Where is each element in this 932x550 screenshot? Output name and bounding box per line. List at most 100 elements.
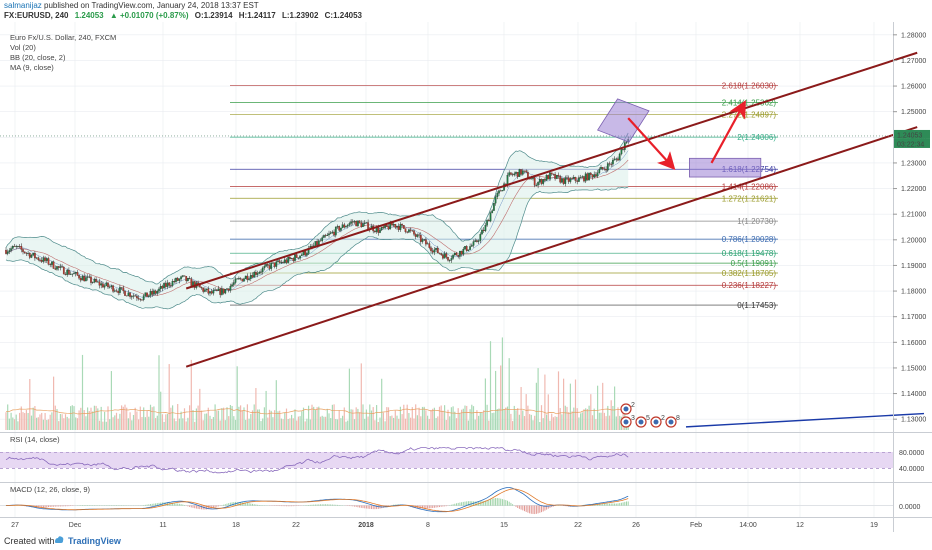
trend-line-blue[interactable] <box>685 412 925 428</box>
candle-body <box>552 173 555 175</box>
economic-event-marker[interactable]: 2 <box>650 415 665 428</box>
macd-hist-bar <box>88 505 90 506</box>
macd-hist-bar <box>391 505 393 506</box>
drawings[interactable] <box>0 51 925 428</box>
legend-bb[interactable]: BB (20, close, 2) <box>10 53 66 62</box>
candle-body <box>428 243 431 248</box>
macd-hist-bar <box>335 504 337 506</box>
volume-bar <box>221 408 223 430</box>
macd-hist-bar <box>194 505 196 509</box>
tradingview-brand[interactable]: TradingView <box>68 536 121 546</box>
macd-panel[interactable]: MACD (12, 26, close, 9) 0.0000 <box>0 485 921 515</box>
macd-hist-bar <box>415 505 417 509</box>
support-zone-box[interactable] <box>689 157 762 178</box>
volume-bar <box>241 410 243 430</box>
macd-hist-bar <box>348 505 350 507</box>
rsi-label[interactable]: RSI (14, close) <box>10 435 60 444</box>
economic-event-marker[interactable]: 5 <box>635 415 650 428</box>
candle-body <box>559 176 562 183</box>
volume-bar <box>381 378 383 430</box>
candle-body <box>491 210 494 213</box>
candle-body <box>423 239 426 241</box>
candle-body <box>71 273 74 275</box>
macd-hist-bar <box>534 505 536 515</box>
candle-body <box>600 167 602 170</box>
event-markers[interactable]: 2 3 5 2 8 <box>620 402 680 428</box>
volume-bar <box>263 407 265 430</box>
candle-body <box>613 158 616 161</box>
volume-bar <box>238 406 240 430</box>
volume-bar <box>66 416 68 430</box>
candle-body <box>579 177 582 179</box>
macd-hist-bar <box>146 504 148 506</box>
candle-body <box>96 281 99 283</box>
time-tick-label: 19 <box>870 522 878 529</box>
volume-bars <box>5 337 629 430</box>
volume-bar <box>506 406 509 430</box>
candle-body <box>287 257 290 263</box>
candle-body <box>617 158 619 161</box>
economic-event-marker[interactable]: 8 <box>665 415 680 428</box>
publisher-name[interactable]: salmanijaz <box>4 1 42 10</box>
macd-hist-bar <box>143 505 145 506</box>
economic-event-marker[interactable]: 3 <box>620 415 635 428</box>
volume-bar <box>614 386 616 430</box>
candle-body <box>334 227 337 236</box>
candle-body <box>584 173 587 182</box>
volume-bar <box>578 417 580 430</box>
rsi-panel[interactable]: RSI (14, close) 80.0000 40.0000 <box>0 435 924 474</box>
volume-bar <box>260 421 262 430</box>
macd-hist-bar <box>459 502 461 506</box>
candle-body <box>484 225 487 231</box>
candle-body <box>62 266 65 275</box>
volume-bar <box>41 412 43 430</box>
channel-line-upper[interactable] <box>185 51 918 290</box>
volume-bar <box>107 406 109 430</box>
candle-body <box>321 237 324 241</box>
time-axis[interactable]: 27 Dec 11 18 22 2018 8 15 22 26 Feb 14:00 12 19 <box>11 522 878 529</box>
volume-bar <box>58 421 60 430</box>
legend-ma[interactable]: MA (9, close) <box>10 63 54 72</box>
economic-event-marker[interactable]: 2 <box>620 402 635 415</box>
price-tick-label: 1.27000 <box>901 58 926 65</box>
candle-body <box>506 175 509 186</box>
macd-hist-bar <box>291 505 293 507</box>
candle-body <box>396 226 398 228</box>
volume-bar <box>563 378 565 430</box>
macd-hist-bar <box>433 505 435 508</box>
candle-body <box>78 275 80 279</box>
legend-vol[interactable]: Vol (20) <box>10 43 36 52</box>
candle-body <box>430 247 432 251</box>
projection-arrow[interactable] <box>627 117 676 171</box>
candle-body <box>328 233 330 236</box>
volume-bar <box>165 414 167 430</box>
target-zone-box[interactable] <box>596 98 650 143</box>
candle-body <box>380 227 383 231</box>
candle-body <box>498 190 500 194</box>
candle-body <box>229 286 232 291</box>
candle-body <box>360 222 363 227</box>
projection-arrow[interactable] <box>710 100 746 164</box>
volume-bar <box>330 418 332 430</box>
macd-hist-bar <box>214 505 216 508</box>
candle-body <box>355 221 358 227</box>
volume-bar <box>296 420 298 430</box>
volume-bar <box>408 413 410 430</box>
volume-bar <box>73 406 75 430</box>
candle-body <box>166 282 169 287</box>
price-axis[interactable]: 1.280001.270001.260001.250001.240001.230… <box>893 32 930 424</box>
price-chart[interactable]: 2.618(1.26030) 2.414(1.25362) 2.272(1.2489… <box>0 22 932 532</box>
volume-bar <box>355 407 357 430</box>
macd-hist-bar <box>340 505 342 506</box>
volume-bar <box>503 409 505 430</box>
candle-body <box>476 240 478 242</box>
legend: Euro Fx/U.S. Dollar, 240, FXCM Vol (20) … <box>10 33 116 72</box>
candle-body <box>516 172 519 177</box>
volume-bar <box>97 408 99 430</box>
channel-line-lower[interactable] <box>185 126 918 368</box>
publish-text: published on TradingView.com, January 24… <box>44 1 259 10</box>
volume-bar <box>440 405 442 430</box>
volume-bar <box>47 419 50 430</box>
macd-label[interactable]: MACD (12, 26, close, 9) <box>10 485 91 494</box>
volume-bar <box>236 366 238 430</box>
